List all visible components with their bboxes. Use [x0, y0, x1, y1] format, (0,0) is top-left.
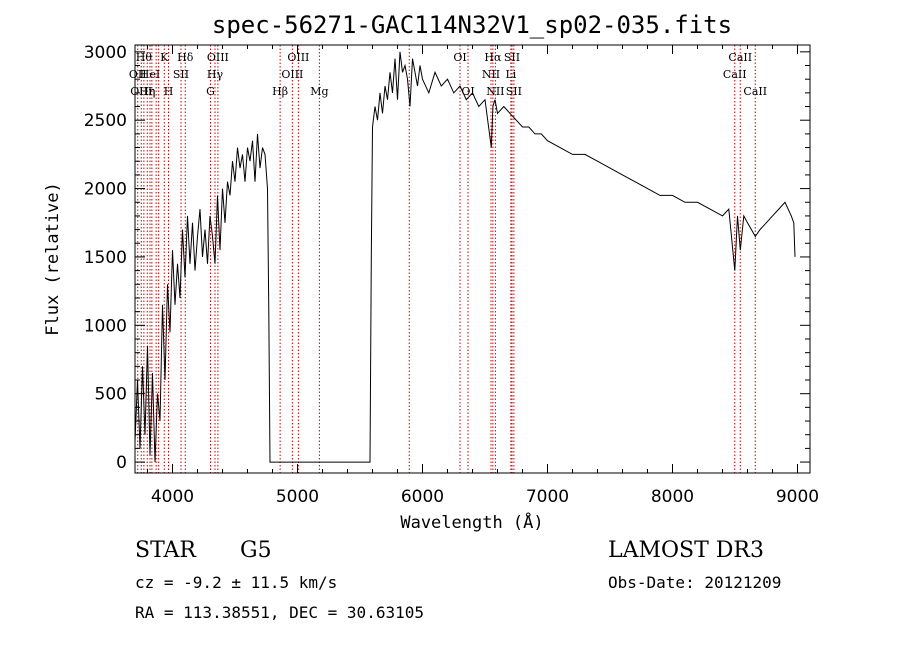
spectral-line-label: CaII: [728, 51, 752, 64]
x-tick-label: 5000: [276, 487, 319, 507]
spectral-line-label: NII: [482, 68, 500, 81]
x-tick-label: 4000: [151, 487, 194, 507]
spectral-line-markers: [137, 45, 756, 473]
spectral-line-label: Hδ: [177, 51, 194, 64]
spectrum-line: [134, 51, 796, 463]
spectral-line-label: OII: [129, 68, 147, 81]
spectral-line-label: CaII: [723, 68, 747, 81]
y-tick-label: 1500: [84, 248, 127, 268]
spectral-line-label: SII: [173, 68, 189, 81]
survey-name: LAMOST DR3: [608, 538, 764, 563]
x-tick-label: 7000: [526, 487, 569, 507]
spectral-line-label: CaII: [743, 85, 767, 98]
spectral-line-label: OIII: [287, 51, 309, 64]
spectral-line-label: SII: [504, 51, 520, 64]
y-tick-label: 0: [116, 453, 127, 473]
x-axis-ticks: 4000 5000 6000 7000 8000 9000: [147, 45, 819, 507]
y-axis-ticks: 0 500 1000 1500 2000 2500 3000: [84, 43, 810, 473]
redshift-velocity: cz = -9.2 ± 11.5 km/s: [135, 573, 338, 592]
spectral-line-label: OIII: [130, 85, 152, 98]
spectral-line-label: NII: [486, 85, 504, 98]
spectral-line-label: OI: [453, 51, 466, 64]
spectral-line-label: K: [160, 51, 169, 64]
object-class: STAR: [135, 538, 196, 563]
spectral-line-label: Hβ: [272, 85, 288, 98]
x-axis-label: Wavelength (Å): [400, 511, 543, 533]
y-tick-label: 1000: [84, 316, 127, 336]
y-tick-label: 2500: [84, 111, 127, 131]
spectral-line-label: SII: [506, 85, 522, 98]
spectral-line-label: OIII: [281, 68, 303, 81]
y-tick-label: 500: [95, 385, 127, 405]
spectral-line-label: Hα: [484, 51, 502, 64]
plot-frame: [134, 44, 811, 474]
y-tick-label: 3000: [84, 43, 127, 63]
spectral-line-label: Hγ: [207, 68, 224, 81]
object-subclass: G5: [240, 538, 272, 563]
spectral-line-label: Hη: [139, 85, 155, 98]
x-tick-label: 9000: [776, 487, 819, 507]
spectral-line-label: OIII: [207, 51, 229, 64]
spectral-line-label: Hθ: [136, 51, 153, 64]
y-tick-label: 2000: [84, 180, 127, 200]
spectral-line-label: HeI: [140, 68, 160, 81]
observation-date: Obs-Date: 20121209: [608, 573, 782, 592]
spectral-line-label: G: [206, 85, 215, 98]
spectral-line-label: OI: [461, 85, 474, 98]
spectral-line-label: Li: [505, 68, 516, 81]
ra-dec-coordinates: RA = 113.38551, DEC = 30.63105: [135, 603, 424, 622]
spectral-line-label: η: [149, 85, 156, 98]
x-tick-label: 6000: [401, 487, 444, 507]
y-axis-label: Flux (relative): [43, 182, 63, 336]
spectral-line-label: Mg: [310, 85, 328, 98]
x-tick-label: 8000: [651, 487, 694, 507]
chart-title: spec-56271-GAC114N32V1_sp02-035.fits: [212, 11, 732, 39]
spectral-line-label: H: [164, 85, 174, 98]
spectral-line-labels: OII OIII Hθ Hη HeI η K H SII Hδ G Hγ OIII Hβ OIII OIII M…: [129, 51, 767, 98]
